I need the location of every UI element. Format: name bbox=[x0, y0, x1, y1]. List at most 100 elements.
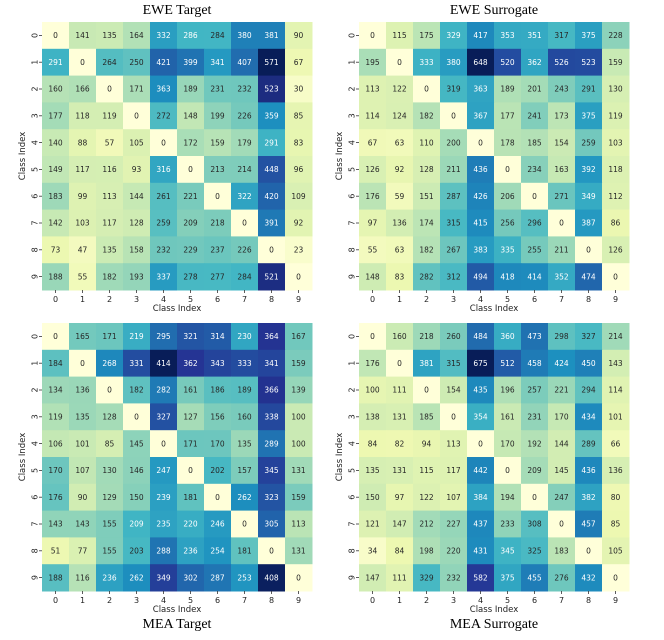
cell-value-label: 158 bbox=[129, 246, 144, 255]
cell-value-label: 351 bbox=[527, 31, 542, 40]
x-tick-label: 1 bbox=[397, 596, 402, 605]
cell-value-label: 343 bbox=[210, 359, 225, 368]
cell-value-label: 135 bbox=[237, 439, 252, 448]
heatmap-cell bbox=[386, 510, 414, 538]
heatmap-cell bbox=[204, 22, 232, 50]
x-tick-label: 6 bbox=[532, 295, 537, 304]
heatmap-cell bbox=[359, 376, 387, 404]
cell-value-label: 352 bbox=[554, 272, 569, 281]
heatmap-cell bbox=[177, 236, 205, 264]
heatmap-cell bbox=[386, 22, 414, 50]
cell-value-label: 520 bbox=[500, 58, 515, 67]
heatmap-cell bbox=[96, 75, 124, 103]
cell-value-label: 648 bbox=[473, 58, 488, 67]
cell-value-label: 213 bbox=[210, 165, 225, 174]
heatmap-cell bbox=[231, 48, 259, 77]
heatmap-cell bbox=[96, 537, 124, 565]
cell-value-label: 156 bbox=[210, 413, 225, 422]
cell-value-label: 512 bbox=[500, 359, 515, 368]
heatmap-cell bbox=[467, 182, 495, 211]
cell-value-label: 203 bbox=[129, 547, 144, 556]
heatmap-cell bbox=[548, 263, 576, 291]
heatmap-cell bbox=[467, 209, 495, 237]
heatmap-cell bbox=[359, 483, 387, 512]
heatmap-cell bbox=[258, 75, 286, 103]
heatmap-cell bbox=[386, 263, 414, 291]
heatmap-cell bbox=[285, 129, 313, 157]
cell-value-label: 345 bbox=[500, 547, 515, 556]
cell-value-label: 126 bbox=[608, 246, 623, 255]
x-tick-label: 9 bbox=[613, 295, 618, 304]
cell-value-label: 289 bbox=[581, 439, 596, 448]
cell-value-label: 262 bbox=[129, 573, 144, 582]
heatmap-cell bbox=[123, 209, 151, 237]
cell-value-label: 196 bbox=[500, 386, 515, 395]
heatmap-cell bbox=[69, 75, 97, 103]
heatmap-cell bbox=[386, 564, 414, 592]
cell-value-label: 359 bbox=[264, 112, 279, 121]
cell-value-label: 284 bbox=[237, 272, 252, 281]
y-tick-label: 7 bbox=[348, 521, 357, 526]
heatmap-cell bbox=[494, 75, 522, 103]
cell-value-label: 149 bbox=[48, 165, 63, 174]
heatmap-cell bbox=[258, 182, 286, 211]
heatmap-cell bbox=[521, 510, 549, 538]
cell-value-label: 521 bbox=[264, 272, 279, 281]
heatmap-cell bbox=[386, 349, 414, 378]
cell-value-label: 115 bbox=[392, 31, 407, 40]
x-tick-label: 5 bbox=[188, 295, 193, 304]
heatmap-cell bbox=[231, 75, 259, 103]
heatmap-cell bbox=[204, 349, 232, 378]
cell-value-label: 286 bbox=[183, 31, 198, 40]
cell-value-label: 131 bbox=[291, 466, 306, 475]
heatmap-cell bbox=[575, 236, 603, 264]
cell-value-label: 199 bbox=[210, 112, 225, 121]
cell-value-label: 337 bbox=[156, 272, 171, 281]
cell-value-label: 202 bbox=[210, 466, 225, 475]
heatmap-cell bbox=[123, 22, 151, 50]
cell-value-label: 188 bbox=[48, 272, 63, 281]
cell-value-label: 457 bbox=[581, 520, 596, 529]
cell-value-label: 235 bbox=[156, 520, 171, 529]
cell-value-label: 414 bbox=[527, 272, 542, 281]
cell-value-label: 189 bbox=[500, 85, 515, 94]
heatmap-cell bbox=[575, 537, 603, 565]
cell-value-label: 0 bbox=[134, 112, 139, 121]
y-axis-label: Class Index bbox=[18, 433, 28, 481]
cell-value-label: 128 bbox=[102, 413, 117, 422]
heatmap-cell bbox=[96, 510, 124, 538]
cell-value-label: 73 bbox=[51, 246, 61, 255]
cell-value-label: 138 bbox=[365, 413, 380, 422]
x-axis-label: Class Index bbox=[153, 304, 201, 314]
cell-value-label: 260 bbox=[446, 332, 461, 341]
y-tick-label: 0 bbox=[348, 33, 357, 38]
heatmap-cell bbox=[42, 564, 70, 592]
cell-value-label: 523 bbox=[581, 58, 596, 67]
cell-value-label: 415 bbox=[473, 219, 488, 228]
heatmap-cell bbox=[204, 376, 232, 404]
heatmap-cell bbox=[413, 102, 441, 130]
x-tick-label: 8 bbox=[269, 295, 274, 304]
cell-value-label: 282 bbox=[419, 272, 434, 281]
heatmap-cell bbox=[42, 209, 70, 237]
cell-value-label: 122 bbox=[419, 493, 434, 502]
heatmap-cell bbox=[386, 430, 414, 458]
heatmap-cell bbox=[96, 349, 124, 378]
heatmap-cell bbox=[69, 457, 97, 485]
heatmap-cell bbox=[69, 537, 97, 565]
x-axis-label: Class Index bbox=[470, 605, 518, 615]
heatmap-cell bbox=[494, 564, 522, 592]
cell-value-label: 51 bbox=[51, 547, 61, 556]
cell-value-label: 131 bbox=[392, 466, 407, 475]
cell-value-label: 118 bbox=[608, 165, 623, 174]
heatmap-cell bbox=[413, 403, 441, 431]
heatmap-cell bbox=[494, 129, 522, 157]
cell-value-label: 183 bbox=[554, 547, 569, 556]
heatmap-cell bbox=[96, 457, 124, 485]
heatmap-cell bbox=[386, 48, 414, 77]
cell-value-label: 150 bbox=[129, 493, 144, 502]
cell-value-label: 345 bbox=[264, 466, 279, 475]
heatmap-cell bbox=[96, 483, 124, 512]
heatmap-cell bbox=[285, 48, 313, 77]
cell-value-label: 354 bbox=[473, 413, 488, 422]
